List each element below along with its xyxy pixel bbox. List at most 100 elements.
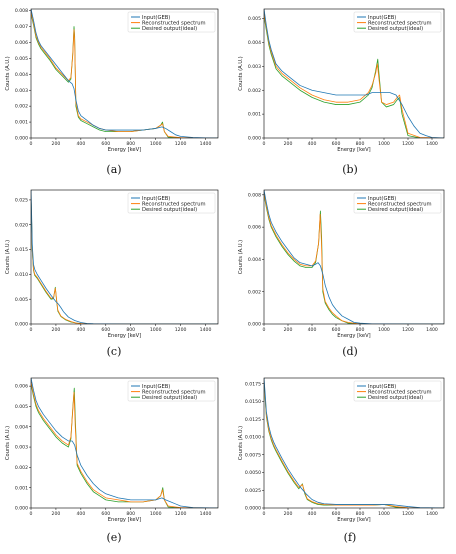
y-tick-label: 0.0125 [245,417,261,423]
y-tick-label: 0.0150 [245,399,261,405]
y-tick-label: 0.001 [248,112,261,118]
x-tick-label: 200 [52,327,61,333]
y-tick-label: 0.006 [15,384,28,390]
x-tick-label: 1200 [402,511,414,517]
legend: Input(GEB)Reconstructed spectrumDesired … [353,192,442,214]
legend-label: Input(GEB) [142,15,170,21]
series-line-reconstructed-spectrum [31,12,218,138]
legend-label: Input(GEB) [368,384,396,390]
y-tick-label: 0.002 [15,465,28,471]
legend-label: Desired output(ideal) [368,26,423,32]
series-line-input-geb- [31,378,218,508]
y-axis-label: Counts (A.U.) [5,426,11,460]
legend: Input(GEB)Reconstructed spectrumDesired … [127,380,216,402]
legend-box [353,380,442,402]
legend-box [127,11,216,33]
legend: Input(GEB)Reconstructed spectrumDesired … [127,11,216,33]
x-tick-label: 1400 [426,141,438,147]
panel-caption: (f) [344,531,357,544]
y-tick-label: 0.001 [15,120,28,126]
y-tick-label: 0.0050 [245,470,261,476]
x-tick-label: 1400 [426,511,438,517]
y-axis-label: Counts (A.U.) [5,240,11,274]
series-line-reconstructed-spectrum [264,193,444,324]
legend-label: Reconstructed spectrum [368,389,432,395]
x-tick-label: 400 [76,141,85,147]
y-axis-label: Counts (A.U.) [238,56,244,90]
x-tick-label: 600 [101,327,110,333]
x-tick-label: 1400 [200,327,212,333]
y-tick-label: 0.008 [248,192,261,198]
legend-label: Reconstructed spectrum [368,20,432,26]
y-tick-label: 0.015 [15,247,28,253]
x-tick-label: 0 [263,327,266,333]
x-tick-label: 200 [52,141,61,147]
chart-panel-0: 0 200 400 600 800 1000 1200 1400 0.000 0.001 0.002… [5,8,219,176]
panel-caption: (c) [107,345,122,358]
x-tick-label: 1000 [378,327,390,333]
y-tick-label: 0.005 [15,56,28,62]
plot-frame [263,189,445,325]
series-line-input-geb- [264,190,444,324]
x-tick-label: 1000 [378,511,390,517]
plot-frame [30,189,219,325]
legend-label: Input(GEB) [142,384,170,390]
x-tick-label: 800 [126,327,135,333]
x-tick-label: 400 [308,327,317,333]
series-line-desired-output-ideal- [31,384,218,508]
plot-frame [263,377,445,509]
plot-frame [263,8,445,139]
plot-frame [30,8,219,139]
x-tick-label: 600 [332,327,341,333]
x-tick-label: 1200 [402,141,414,147]
series-line-input-geb- [31,9,218,138]
legend-box [127,380,216,402]
x-tick-label: 1000 [150,327,162,333]
chart-panel-1: 0 200 400 600 800 1000 1200 1400 0.000 0.001 0.002… [238,8,445,176]
x-tick-label: 800 [356,327,365,333]
x-tick-label: 600 [332,141,341,147]
y-tick-label: 0.005 [248,16,261,22]
x-tick-label: 0 [263,141,266,147]
series-line-desired-output-ideal- [264,16,444,138]
x-tick-label: 1200 [175,327,187,333]
y-tick-label: 0.0100 [245,435,261,441]
legend-label: Reconstructed spectrum [368,201,432,207]
y-tick-label: 0.005 [15,297,28,303]
x-tick-label: 800 [356,141,365,147]
x-tick-label: 1000 [150,511,162,517]
x-tick-label: 1400 [426,327,438,333]
panel-caption: (d) [342,345,358,358]
chart-panel-5: 0 200 400 600 800 1000 1200 1400 0.0000 0.0025 0.0… [238,377,445,544]
series-line-input-geb- [264,378,444,508]
x-tick-label: 1400 [200,141,212,147]
panel-caption: (b) [342,163,358,176]
chart-panel-4: 0 200 400 600 800 1000 1200 1400 0.000 0.001 0.002… [5,377,219,544]
x-tick-label: 400 [76,511,85,517]
series-line-input-geb- [31,190,218,324]
y-tick-label: 0.0025 [245,488,261,494]
x-tick-label: 1200 [175,511,187,517]
y-tick-label: 0.000 [248,136,261,142]
legend-label: Input(GEB) [142,196,170,202]
y-tick-label: 0.004 [248,40,261,46]
y-tick-label: 0.005 [15,404,28,410]
y-tick-label: 0.003 [248,64,261,70]
x-tick-label: 200 [284,141,293,147]
x-tick-label: 0 [30,511,33,517]
series-line-reconstructed-spectrum [264,13,444,138]
legend: Input(GEB)Reconstructed spectrumDesired … [353,11,442,33]
x-axis-label: Energy [keV] [337,333,370,339]
x-tick-label: 600 [101,511,110,517]
y-tick-label: 0.0000 [245,506,261,512]
y-tick-label: 0.007 [15,24,28,30]
legend-label: Input(GEB) [368,196,396,202]
y-tick-label: 0.002 [248,289,261,295]
legend-label: Reconstructed spectrum [142,389,206,395]
x-tick-label: 200 [52,511,61,517]
legend-label: Desired output(ideal) [142,26,197,32]
x-tick-label: 0 [263,511,266,517]
x-tick-label: 600 [101,141,110,147]
chart-panel-3: 0 200 400 600 800 1000 1200 1400 0.000 0.002 0.004… [238,189,445,358]
legend: Input(GEB)Reconstructed spectrumDesired … [127,192,216,214]
